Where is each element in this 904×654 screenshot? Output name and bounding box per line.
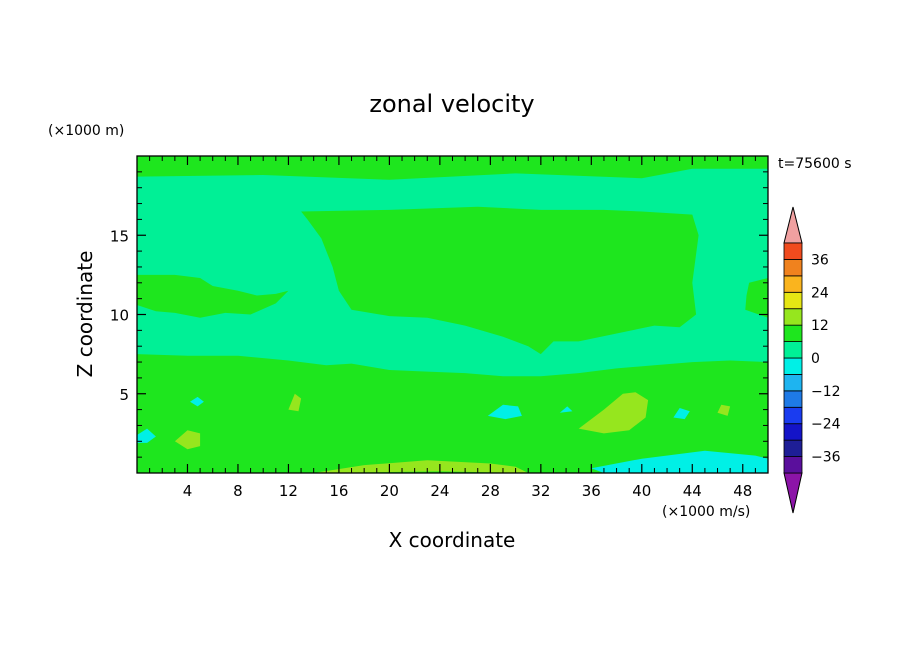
contour-region-level--6 [190, 396, 204, 407]
colorbar-tick-label: −36 [811, 450, 841, 466]
colorbar-under-arrow [783, 472, 803, 514]
colorbar-tick-label: 0 [811, 351, 820, 367]
contour-region-level--6 [559, 406, 573, 413]
contour-region-level-0 [137, 274, 289, 318]
x-tick-label: 4 [183, 482, 193, 500]
y-tick-label: 5 [119, 386, 129, 404]
colorbar-tick-label: 24 [811, 285, 829, 301]
x-axis-ticks: 4 8 12 16 20 24 28 32 36 40 44 48 [149, 156, 756, 500]
y-axis-ticks: 5 10 15 [110, 171, 768, 458]
contour-region-level--6 [591, 450, 768, 473]
colorbar-segment [783, 406, 803, 425]
colorbar-segment [783, 324, 803, 342]
colorbar-segment [783, 275, 803, 293]
contour-region-level-0 [745, 278, 768, 318]
x-unit-label: (×1000 m/s) [662, 504, 750, 520]
x-tick-label: 8 [233, 482, 243, 500]
y-tick-label: 10 [110, 307, 129, 325]
colorbar-tick-label: 12 [811, 318, 829, 334]
time-label: t=75600 s [778, 156, 852, 172]
colorbar: 36 24 12 0 −12 −24 −36 [783, 206, 841, 514]
colorbar-segment [783, 456, 803, 474]
colorbar-tick-label: 36 [811, 252, 829, 268]
contour-regions [137, 156, 768, 473]
x-tick-label: 36 [582, 482, 601, 500]
colorbar-segment [783, 374, 803, 392]
contour-region-level--6 [487, 404, 522, 420]
x-tick-label: 44 [683, 482, 702, 500]
contour-region-level-6 [313, 460, 529, 473]
colorbar-segment [783, 423, 803, 441]
x-tick-label: 24 [430, 482, 449, 500]
contour-region-level-6 [288, 393, 302, 412]
contour-region-level-6 [174, 430, 201, 450]
contour-region-level-6 [578, 392, 649, 434]
x-tick-label: 40 [632, 482, 651, 500]
colorbar-tick-label: −24 [811, 417, 841, 433]
x-axis-label: X coordinate [389, 528, 516, 552]
contour-region-level--6 [673, 408, 690, 420]
colorbar-segment [783, 259, 803, 277]
x-tick-label: 20 [380, 482, 399, 500]
colorbar-segment [783, 308, 803, 326]
y-axis-label: Z coordinate [73, 251, 97, 378]
colorbar-segment [783, 439, 803, 457]
x-tick-label: 32 [531, 482, 550, 500]
contour-region-level-0 [137, 354, 768, 473]
y-tick-label: 15 [110, 227, 129, 245]
x-tick-label: 12 [279, 482, 298, 500]
colorbar-over-arrow [783, 206, 803, 244]
colorbar-segment [783, 357, 803, 375]
contour-region-level--6 [137, 428, 156, 443]
contour-region-level-6 [717, 404, 731, 416]
colorbar-segment [783, 242, 803, 260]
x-tick-label: 28 [481, 482, 500, 500]
contour-region-level-0 [301, 206, 699, 355]
colorbar-segment [783, 291, 803, 310]
contour-region-level-0 [137, 156, 768, 180]
colorbar-tick-label: −12 [811, 384, 841, 400]
y-unit-label: (×1000 m) [48, 123, 124, 139]
colorbar-segment [783, 341, 803, 359]
chart-title: zonal velocity [369, 90, 534, 118]
x-tick-label: 48 [733, 482, 752, 500]
colorbar-segment [783, 390, 803, 408]
x-tick-label: 16 [329, 482, 348, 500]
